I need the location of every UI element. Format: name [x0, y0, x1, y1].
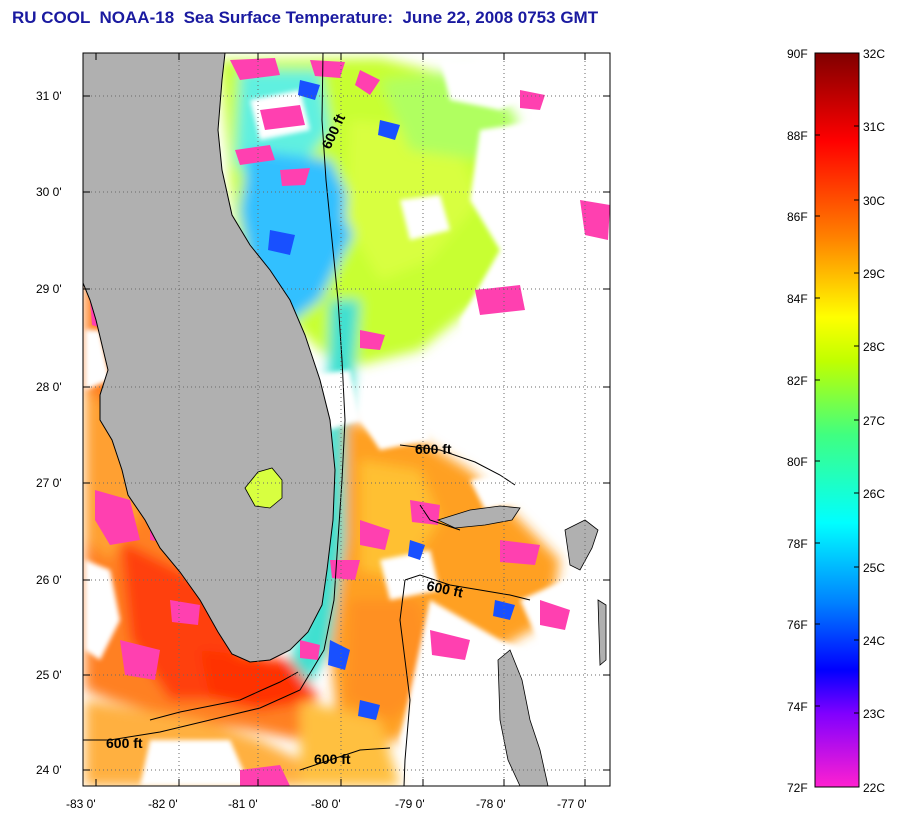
lat-label: 29 0' [36, 282, 62, 296]
colorbar-f-label: 84F [787, 292, 808, 306]
cloud-patches [85, 60, 610, 786]
colorbar-c-label: 28C [863, 340, 886, 354]
lat-label: 24 0' [36, 763, 62, 777]
florida-land [83, 53, 336, 663]
colorbar-c-label: 32C [863, 47, 886, 61]
lat-label: 25 0' [36, 668, 62, 682]
colorbar-f-label: 72F [787, 781, 808, 795]
lon-label: -83 0' [66, 797, 96, 811]
abaco-land [564, 519, 599, 571]
colorbar-f-label: 90F [787, 47, 808, 61]
axis-ticks [83, 53, 610, 786]
colorbar-f-label: 88F [787, 129, 808, 143]
lat-label: 31 0' [36, 89, 62, 103]
andros-land [497, 649, 549, 786]
lat-label: 30 0' [36, 185, 62, 199]
lon-label: -80 0' [311, 797, 341, 811]
eleuthera-land [597, 599, 607, 666]
contour-label-east: 600 ft [425, 577, 464, 600]
colorbar-c-label: 30C [863, 194, 886, 208]
lat-label: 27 0' [36, 476, 62, 490]
contour-label-south: 600 ft [314, 751, 351, 767]
colorbar-f-label: 86F [787, 210, 808, 224]
contour-label-keys: 600 ft [106, 735, 143, 751]
lon-label: -77 0' [557, 797, 587, 811]
600ft-contours [83, 53, 531, 786]
colorbar-c-label: 25C [863, 561, 886, 575]
map-title: RU COOL NOAA-18 Sea Surface Temperature:… [12, 8, 599, 27]
lon-label: -78 0' [476, 797, 506, 811]
colorbar-c-label: 26C [863, 487, 886, 501]
colorbar-gradient [814, 52, 860, 788]
lon-label: -81 0' [228, 797, 258, 811]
colorbar-c-label: 29C [863, 267, 886, 281]
colorbar-c-label: 23C [863, 707, 886, 721]
colorbar-f-label: 78F [787, 537, 808, 551]
contour-label-bahamas: 600 ft [415, 441, 452, 457]
colorbar-f-label: 80F [787, 455, 808, 469]
colorbar-c-label: 24C [863, 634, 886, 648]
colorbar-c-label: 22C [863, 781, 886, 795]
lat-label: 26 0' [36, 573, 62, 587]
colorbar-f-label: 82F [787, 374, 808, 388]
lake-okeechobee [244, 467, 283, 509]
lon-label: -82 0' [148, 797, 178, 811]
lat-label: 28 0' [36, 380, 62, 394]
map-frame [82, 52, 611, 787]
colorbar-c-label: 31C [863, 120, 886, 134]
grand-bahama-land [436, 505, 521, 529]
colorbar-c-label: 27C [863, 414, 886, 428]
florida-keys [149, 671, 299, 721]
colorbar-f-label: 74F [787, 700, 808, 714]
lon-label: -79 0' [395, 797, 425, 811]
colorbar-f-label: 76F [787, 618, 808, 632]
